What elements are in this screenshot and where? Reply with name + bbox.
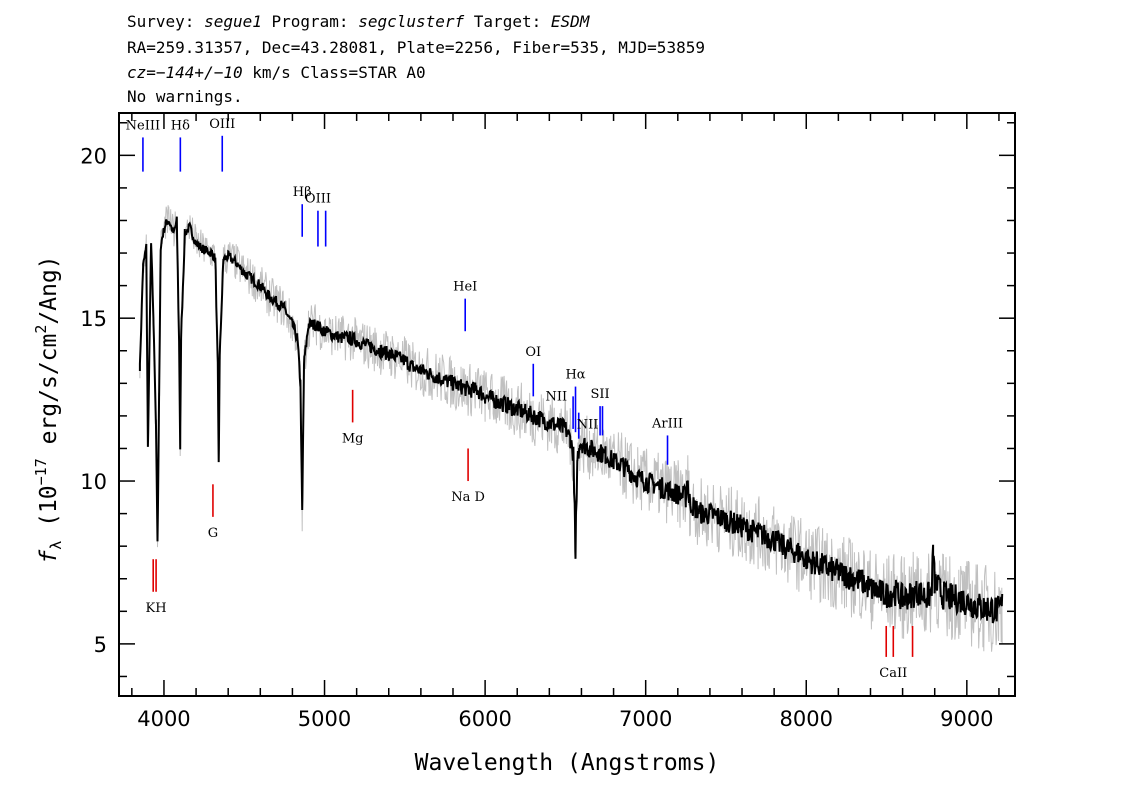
- spectral-line-label: KH: [146, 601, 167, 616]
- spectral-line-label: CaII: [879, 666, 907, 681]
- target-label: Target:: [464, 12, 551, 31]
- header-line-3: cz=−144+/−10 km/s Class=STAR A0: [127, 63, 426, 83]
- redshift-value: cz=−144+/−10: [127, 63, 243, 82]
- spectral-line-label: Na D: [451, 490, 485, 505]
- spectral-line-label: OI: [525, 345, 541, 360]
- y-label-exp: −17: [32, 458, 50, 485]
- spectral-line-label: Mg: [342, 431, 364, 446]
- x-tick-label: 8000: [780, 707, 833, 731]
- y-tick-label: 10: [80, 470, 107, 494]
- y-tick-label: 5: [94, 633, 107, 657]
- spectral-line-label: NeIII: [126, 118, 160, 133]
- y-tick-label: 20: [80, 144, 107, 168]
- plot-frame: [118, 112, 1016, 697]
- x-tick-label: 6000: [458, 707, 511, 731]
- spectral-line-label: HeI: [453, 280, 477, 295]
- spectral-line-label: Hβ: [293, 185, 312, 200]
- header-line-1: Survey: segue1 Program: segclusterf Targ…: [127, 12, 589, 32]
- survey-label: Survey:: [127, 12, 205, 31]
- spectral-line-label: Hδ: [171, 118, 190, 133]
- y-label-mid: erg/s/cm: [36, 334, 62, 459]
- flux-spectrum-line: [138, 216, 1004, 624]
- x-tick-label: 5000: [298, 707, 351, 731]
- y-label-pre: (10: [36, 485, 62, 540]
- y-label-exp2: 2: [32, 325, 50, 334]
- spectral-line-label: NII: [545, 389, 567, 404]
- y-label-f: f: [36, 550, 62, 564]
- header-line-4: No warnings.: [127, 87, 243, 106]
- program-value: segclusterf: [358, 12, 465, 31]
- class-text: km/s Class=STAR A0: [242, 63, 426, 82]
- spectral-line-label: OIII: [209, 117, 235, 132]
- y-label-sub: λ: [47, 541, 65, 550]
- program-label: Program:: [261, 12, 359, 31]
- error-spectrum-line: [139, 205, 1003, 652]
- survey-value: segue1: [204, 12, 262, 31]
- spectral-line-label: Hα: [565, 368, 585, 383]
- x-tick-label: 7000: [619, 707, 672, 731]
- spectral-line-label: ArIII: [651, 416, 683, 431]
- header-line-2: RA=259.31357, Dec=43.28081, Plate=2256, …: [127, 38, 705, 57]
- x-tick-label: 4000: [137, 707, 190, 731]
- spectral-line-label: OIII: [305, 192, 331, 207]
- y-tick-label: 15: [80, 307, 107, 331]
- y-label-post: /Ang): [36, 255, 62, 324]
- y-axis-label: fλ (10−17 erg/s/cm2/Ang): [32, 255, 65, 563]
- x-tick-label: 9000: [940, 707, 993, 731]
- spectral-line-label: SII: [590, 387, 609, 402]
- x-axis-label: Wavelength (Angstroms): [415, 750, 720, 776]
- target-value: ESDM: [550, 12, 590, 31]
- spectral-line-label: G: [208, 526, 218, 541]
- spectral-line-label: NII: [577, 418, 599, 433]
